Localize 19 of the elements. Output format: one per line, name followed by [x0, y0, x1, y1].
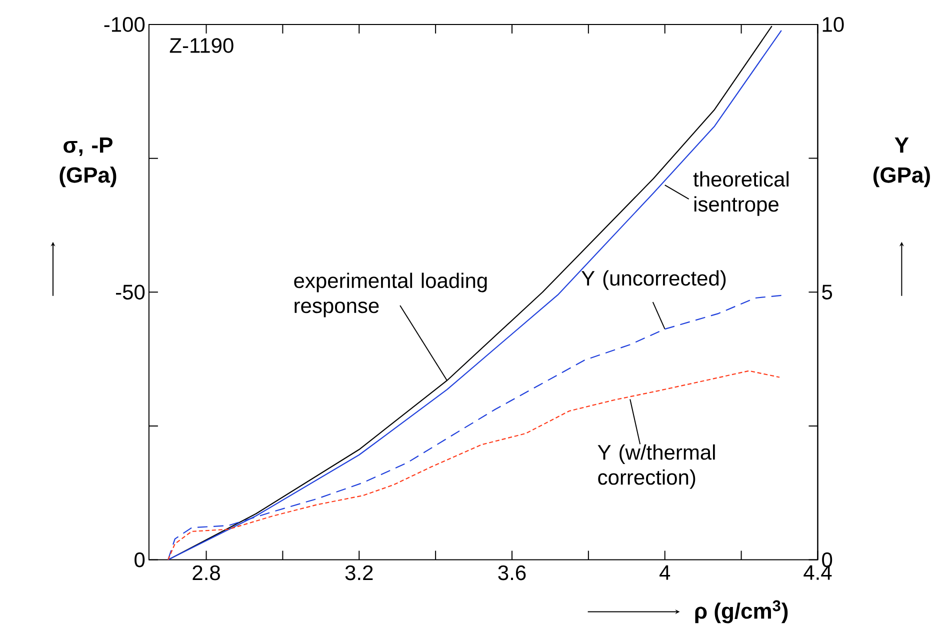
y-axis-title: σ, -P (GPa) — [60, 138, 116, 188]
x-tick-label: 3.2 — [345, 565, 373, 580]
x-tick-label: 4.4 — [804, 565, 832, 580]
annotation: Z-1190 — [170, 38, 234, 54]
annotation: Y (w/thermal correction) — [598, 444, 715, 490]
y2-axis-title: Y (GPa) — [873, 138, 930, 188]
y-tick-label: -50 — [116, 284, 145, 300]
x-tick-label: 2.8 — [192, 565, 220, 580]
annotation: Y (uncorrected) — [582, 270, 726, 290]
x-tick-label: 3.6 — [498, 565, 526, 580]
y-tick-label: 0 — [134, 552, 145, 568]
y2-tick-label: 10 — [822, 17, 844, 32]
x-axis-title: ρ (g/cm$^{3}$) — [695, 600, 788, 624]
y2-tick-label: 0 — [822, 552, 832, 568]
y-tick-label: -100 — [104, 17, 145, 32]
annotation: experimental loading response — [294, 272, 487, 318]
annotation: theoretical isentrope — [693, 171, 788, 216]
y2-tick-label: 5 — [822, 284, 832, 300]
x-tick-label: 4 — [660, 565, 670, 580]
